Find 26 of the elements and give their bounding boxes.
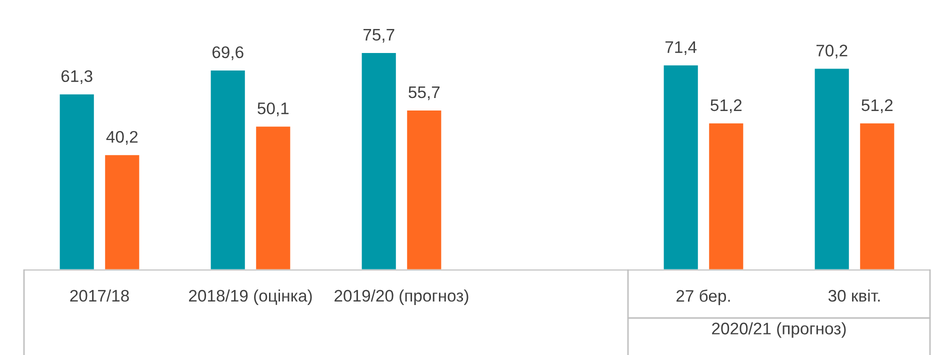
data-label: 75,7	[363, 29, 394, 43]
text: 2020/21 (прогноз)	[712, 322, 846, 338]
data-label: 51,2	[862, 99, 893, 114]
x-tick-label: 2018/19 (оцінка)	[189, 289, 312, 305]
bar	[662, 64, 700, 270]
data-label: 40,2	[106, 130, 138, 145]
bar	[58, 92, 96, 270]
data-label: 70,2	[816, 44, 848, 58]
data-label: 51,2	[710, 99, 742, 114]
bar	[708, 122, 745, 270]
data-label: 50,1	[258, 102, 289, 116]
bar	[406, 109, 443, 270]
data-label: 69,6	[212, 46, 244, 60]
data-label: 71,4	[665, 41, 697, 55]
bar	[209, 69, 246, 270]
data-label: 61,3	[61, 70, 92, 84]
bar	[360, 52, 398, 270]
bar	[104, 154, 141, 270]
bar	[858, 122, 896, 270]
x-tick-label: 27 бер.	[676, 289, 730, 306]
bar	[254, 125, 292, 270]
data-label: 55,7	[408, 86, 440, 100]
x-tick-label: 2019/20 (прогноз)	[334, 289, 468, 305]
bar	[813, 67, 850, 270]
x-tick-label: 30 квіт.	[828, 289, 880, 302]
x-tick-label: 2017/18	[70, 289, 129, 302]
